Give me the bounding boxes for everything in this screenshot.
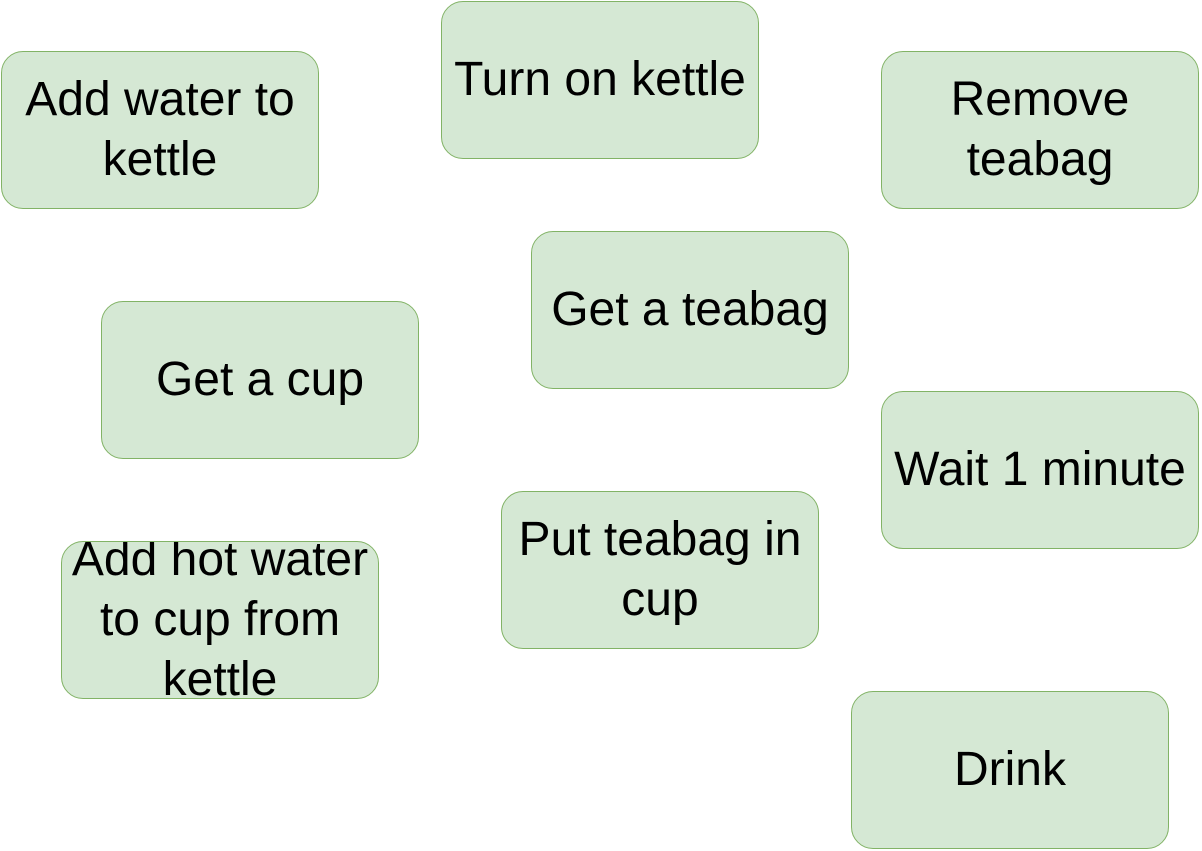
step-label: Turn on kettle [454, 53, 746, 106]
step-wait-1-minute[interactable]: Wait 1 minute [881, 391, 1199, 549]
step-drink[interactable]: Drink [851, 691, 1169, 849]
step-get-a-teabag[interactable]: Get a teabag [531, 231, 849, 389]
step-label: Wait 1 minute [894, 443, 1186, 496]
step-label: Remove teabag [950, 73, 1130, 186]
step-turn-on-kettle[interactable]: Turn on kettle [441, 1, 759, 159]
step-label: Drink [953, 743, 1066, 796]
step-label: Get a teabag [551, 283, 829, 336]
step-put-teabag-in-cup[interactable]: Put teabag in cup [501, 491, 819, 649]
step-remove-teabag[interactable]: Remove teabag [881, 51, 1199, 209]
step-label: Put teabag in cup [518, 513, 802, 626]
step-label: Add hot water to cup from kettle [71, 541, 369, 699]
step-get-a-cup[interactable]: Get a cup [101, 301, 419, 459]
step-label: Add water to kettle [25, 73, 295, 186]
step-add-water-to-kettle[interactable]: Add water to kettle [1, 51, 319, 209]
step-label: Get a cup [155, 353, 365, 406]
step-add-hot-water-to-cup[interactable]: Add hot water to cup from kettle [61, 541, 379, 699]
